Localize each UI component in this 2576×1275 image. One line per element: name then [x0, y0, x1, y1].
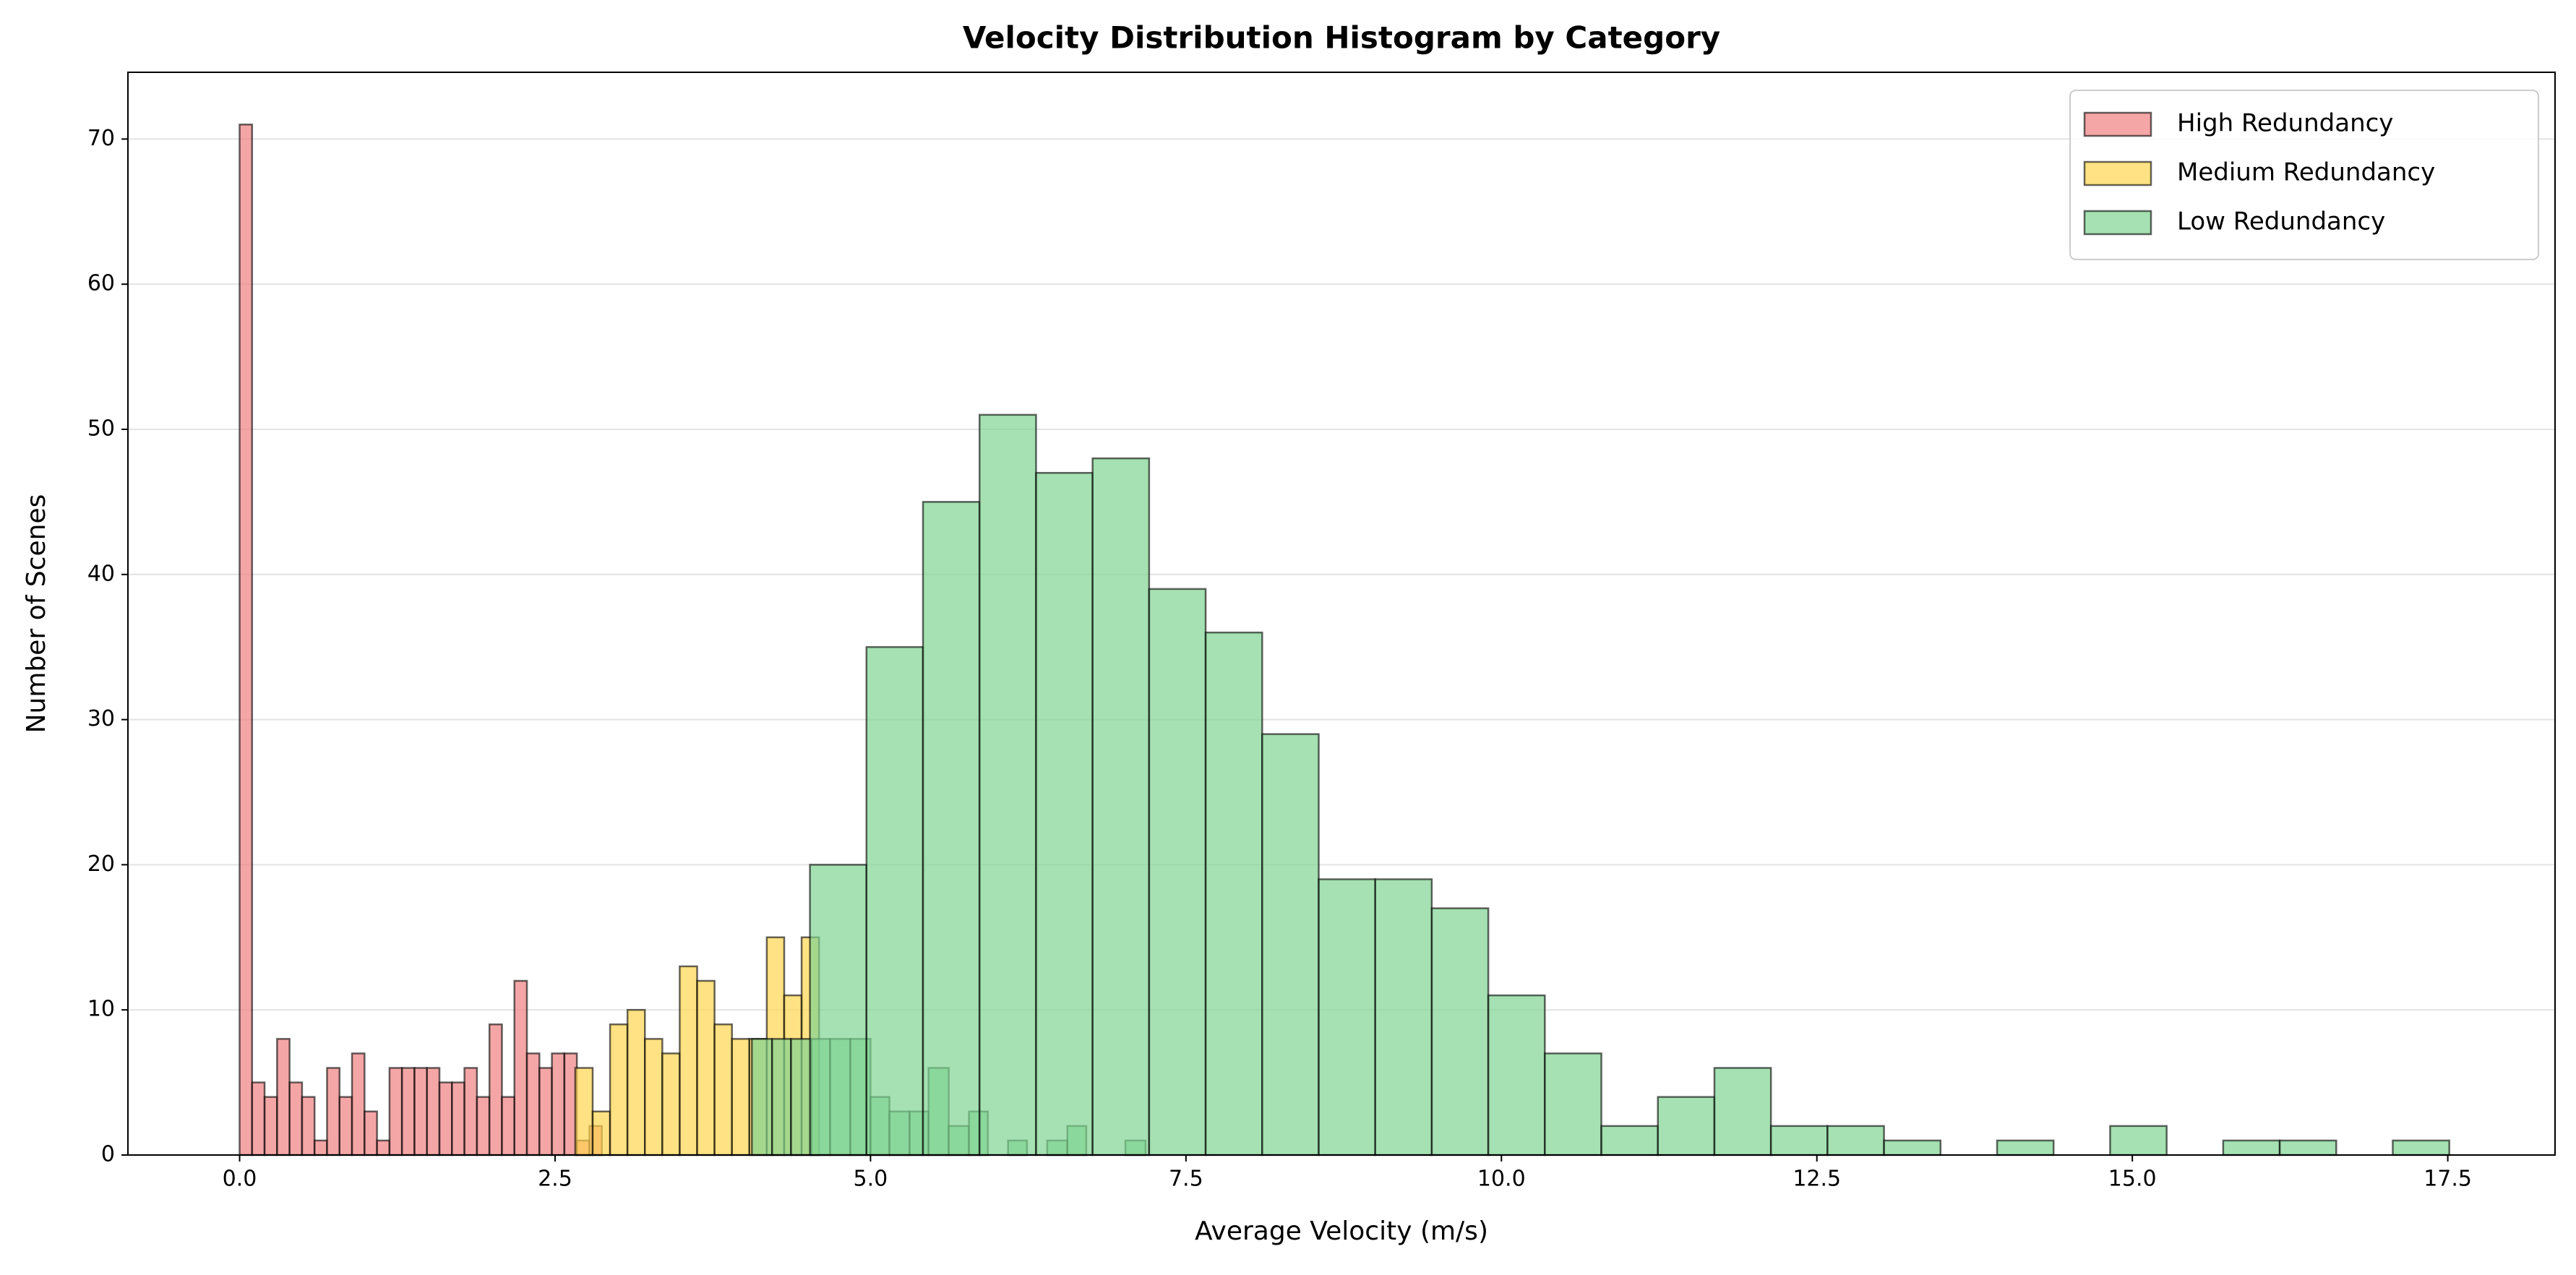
bar: [643, 1038, 664, 1156]
bar: [1544, 1052, 1602, 1156]
bar: [591, 1110, 611, 1156]
legend-label: Low Redundancy: [2177, 207, 2385, 236]
bar: [313, 1139, 328, 1156]
bar: [1600, 1125, 1660, 1156]
bar: [922, 501, 981, 1156]
y-axis-label: Number of Scenes: [22, 494, 51, 734]
bar: [263, 1096, 278, 1156]
bar: [1318, 878, 1376, 1156]
y-tick-label: 70: [87, 126, 115, 151]
legend-swatch: [2083, 111, 2152, 137]
bar: [1883, 1139, 1942, 1156]
bar: [1657, 1096, 1716, 1156]
y-tick-label: 50: [87, 416, 115, 441]
legend-label: Medium Redundancy: [2177, 158, 2435, 187]
legend-swatch: [2083, 160, 2152, 186]
bar: [865, 645, 924, 1156]
bar: [501, 1096, 515, 1156]
bar: [301, 1096, 316, 1156]
bar: [2109, 1125, 2168, 1156]
bar: [1261, 733, 1320, 1156]
bar: [438, 1081, 453, 1156]
y-tick-label: 30: [87, 706, 115, 731]
bar: [609, 1023, 629, 1156]
bar: [551, 1052, 566, 1156]
chart-title: Velocity Distribution Histogram by Categ…: [963, 20, 1720, 56]
bar: [751, 1038, 773, 1156]
bar: [1769, 1125, 1829, 1156]
bar: [538, 1067, 553, 1156]
bar: [351, 1052, 366, 1156]
plot-frame: [127, 72, 2556, 1156]
y-tick-label: 10: [87, 997, 115, 1022]
bar: [574, 1067, 594, 1156]
bar: [338, 1096, 353, 1156]
x-tick-label: 10.0: [1477, 1167, 1526, 1192]
x-tick-label: 12.5: [1793, 1167, 1841, 1192]
bar: [2278, 1139, 2337, 1156]
x-tick-label: 5.0: [854, 1167, 888, 1192]
bar: [525, 1052, 541, 1156]
x-tick-label: 0.0: [223, 1167, 257, 1192]
bar: [364, 1110, 378, 1156]
bar: [413, 1067, 428, 1156]
bar: [463, 1067, 478, 1156]
bar: [388, 1067, 403, 1156]
x-tick-label: 17.5: [2423, 1167, 2472, 1192]
bar: [1713, 1067, 1772, 1156]
bar: [1374, 878, 1433, 1156]
bar: [1487, 994, 1546, 1156]
bar: [661, 1052, 681, 1156]
x-tick-label: 2.5: [538, 1167, 572, 1192]
bar: [426, 1067, 441, 1156]
bar: [1826, 1125, 1885, 1156]
bar: [713, 1023, 733, 1156]
bar: [326, 1067, 341, 1156]
bar: [400, 1067, 416, 1156]
y-tick-label: 60: [87, 271, 115, 296]
y-tick-label: 20: [87, 851, 115, 877]
bar: [1204, 631, 1263, 1156]
bar: [239, 124, 254, 1156]
bar: [790, 1038, 812, 1156]
legend-box: [2069, 90, 2539, 260]
bar: [476, 1096, 491, 1156]
legend: High Redundancy Medium Redundancy Low Redu…: [2069, 90, 2539, 260]
bar: [696, 979, 716, 1156]
bar: [679, 965, 698, 1156]
bar: [978, 413, 1037, 1156]
bar: [276, 1038, 291, 1156]
bar: [251, 1081, 266, 1156]
bar: [1035, 471, 1094, 1156]
bar: [626, 1008, 646, 1156]
x-axis-label: Average Velocity (m/s): [1195, 1216, 1488, 1246]
x-tick-label: 7.5: [1169, 1167, 1203, 1192]
y-tick-label: 0: [101, 1142, 115, 1167]
bar: [1430, 907, 1490, 1156]
legend-swatch: [2083, 210, 2152, 236]
bar: [1091, 457, 1151, 1156]
bar: [288, 1081, 304, 1156]
bar: [2222, 1139, 2281, 1156]
x-tick-label: 15.0: [2108, 1167, 2157, 1192]
bar: [513, 979, 528, 1156]
bar: [451, 1081, 465, 1156]
bar: [1148, 588, 1207, 1156]
bar: [809, 864, 868, 1156]
legend-label: High Redundancy: [2177, 109, 2393, 138]
bar: [1996, 1139, 2055, 1156]
bar: [488, 1023, 503, 1156]
bar: [376, 1139, 391, 1156]
y-tick-label: 40: [87, 561, 115, 586]
bar: [2392, 1139, 2450, 1156]
bar: [731, 1038, 751, 1156]
bar: [770, 1038, 792, 1156]
